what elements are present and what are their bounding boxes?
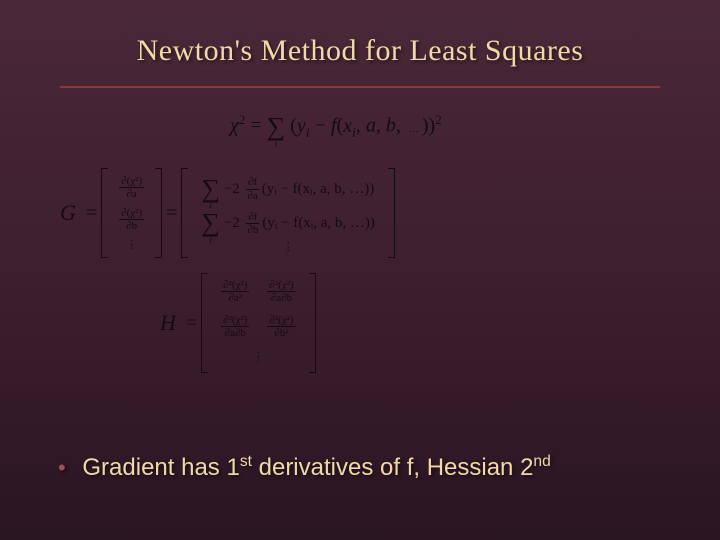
equals-sign-3: = — [186, 312, 197, 335]
gradient-expanded: ∑i −2 ∂f∂a (yᵢ − f(xᵢ, a, b, …)) ∑i −2 ∂… — [181, 168, 394, 258]
bullet-point: • Gradient has 1st derivatives of f, Hes… — [58, 453, 551, 482]
gradient-vector: ∂(χ²)∂a ∂(χ²)∂b ⋮ — [101, 168, 162, 258]
equals-sign: = — [86, 202, 97, 225]
hessian-equation: H = ∂²(χ²)∂a² ∂²(χ²)∂a∂b ∂²(χ²)∂a∂b ∂²(χ… — [160, 273, 316, 373]
gradient-label: G — [60, 200, 76, 226]
formula-area: χ2 = ∑i (yi − f(xi, a, b, …))2 G = ∂(χ²)… — [60, 108, 660, 388]
equals-sign-2: = — [166, 202, 177, 225]
bullet-sup-2: nd — [533, 453, 550, 470]
bullet-text-1: Gradient has 1 — [82, 454, 239, 481]
bullet-sup-1: st — [240, 453, 252, 470]
slide: Newton's Method for Least Squares χ2 = ∑… — [0, 0, 720, 540]
chi-squared-formula: χ2 = ∑i (yi − f(xi, a, b, …))2 — [230, 112, 442, 142]
slide-title: Newton's Method for Least Squares — [0, 0, 720, 68]
hessian-label: H — [160, 310, 176, 336]
hessian-matrix: ∂²(χ²)∂a² ∂²(χ²)∂a∂b ∂²(χ²)∂a∂b ∂²(χ²)∂b… — [201, 273, 316, 373]
gradient-equation: G = ∂(χ²)∂a ∂(χ²)∂b ⋮ = ∑i −2 ∂f∂a — [60, 168, 395, 258]
bullet-text-2: derivatives of f, Hessian 2 — [252, 454, 533, 481]
title-divider — [60, 86, 660, 88]
bullet-icon: • — [58, 455, 66, 480]
